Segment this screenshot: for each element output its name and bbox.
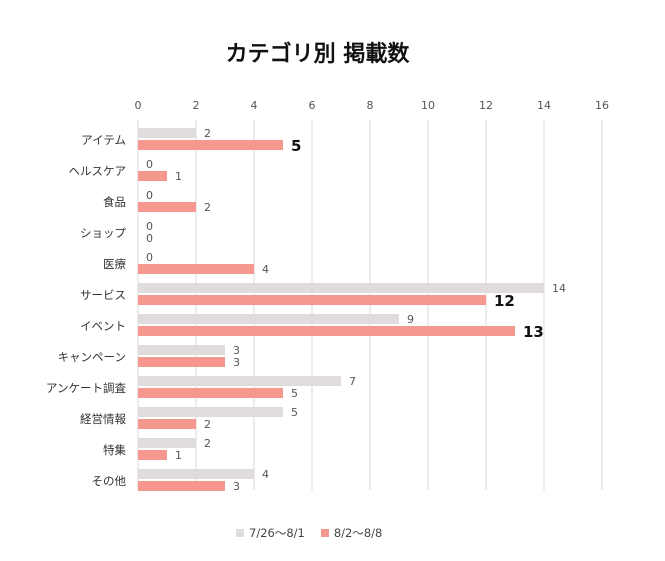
chart-title: カテゴリ別 掲載数: [225, 42, 410, 67]
data-label-series-2: 1: [175, 449, 182, 462]
x-tick-label-6: 6: [309, 99, 316, 112]
x-tick-label-4: 4: [251, 99, 258, 112]
legend: 7/26〜8/1 8/2〜8/8: [236, 525, 382, 541]
legend-swatch-series-2: [320, 529, 329, 537]
x-tick-label-12: 12: [479, 99, 493, 112]
x-tick-label-0: 0: [135, 99, 142, 112]
category-label: ヘルスケア: [69, 164, 127, 178]
data-label-series-2: 2: [204, 418, 211, 431]
bar-series-1: [138, 128, 196, 138]
legend-swatch-series-1: [236, 529, 244, 537]
data-label-series-1: 4: [262, 468, 269, 481]
category-label: 経営情報: [80, 412, 126, 426]
data-label-series-2: 1: [175, 170, 182, 183]
data-label-series-1: 0: [146, 189, 153, 202]
x-tick-label-10: 10: [421, 99, 435, 112]
category-label: アンケート調査: [46, 381, 127, 395]
bar-series-2: [138, 357, 225, 367]
data-label-series-1: 2: [204, 437, 211, 450]
data-label-series-2: 5: [291, 137, 301, 155]
data-label-series-2: 0: [146, 232, 153, 245]
category-label: 特集: [103, 443, 126, 457]
bar-series-2: [138, 264, 254, 274]
category-label: ショップ: [80, 226, 126, 240]
x-tick-label-2: 2: [193, 99, 200, 112]
bar-series-1: [138, 469, 254, 479]
bar-series-1: [138, 407, 283, 417]
bar-series-2: [138, 295, 486, 305]
data-label-series-1: 14: [552, 282, 566, 295]
bar-series-1: [138, 376, 341, 386]
x-tick-label-14: 14: [537, 99, 551, 112]
data-label-series-1: 3: [233, 344, 240, 357]
bar-series-2: [138, 481, 225, 491]
data-label-series-2: 12: [494, 292, 515, 310]
category-label: アイテム: [81, 133, 126, 147]
legend-item-series-2[interactable]: 8/2〜8/8: [320, 525, 383, 541]
category-label: 食品: [103, 195, 126, 209]
category-label: サービス: [80, 288, 126, 302]
bar-series-2: [138, 171, 167, 181]
x-tick-label-8: 8: [367, 99, 374, 112]
bar-series-2: [138, 419, 196, 429]
bar-series-1: [138, 345, 225, 355]
data-label-series-1: 5: [291, 406, 298, 419]
data-label-series-1: 0: [146, 220, 153, 233]
bar-series-2: [138, 140, 283, 150]
bar-series-2: [138, 326, 515, 336]
bar-series-1: [138, 283, 544, 293]
data-label-series-2: 2: [204, 201, 211, 214]
category-label: イベント: [80, 319, 126, 333]
data-label-series-1: 9: [407, 313, 414, 326]
data-label-series-2: 5: [291, 387, 298, 400]
data-label-series-1: 2: [204, 127, 211, 140]
bar-series-2: [138, 388, 283, 398]
data-label-series-2: 3: [233, 356, 240, 369]
bar-series-2: [138, 450, 167, 460]
legend-label-series-1: 7/26〜8/1: [249, 526, 305, 540]
data-label-series-2: 3: [233, 480, 240, 493]
data-label-series-2: 4: [262, 263, 269, 276]
data-label-series-1: 7: [349, 375, 356, 388]
category-label: キャンペーン: [58, 350, 126, 364]
data-label-series-1: 0: [146, 158, 153, 171]
legend-label-series-2: 8/2〜8/8: [333, 526, 383, 540]
category-label: その他: [92, 474, 127, 488]
legend-item-series-1[interactable]: 7/26〜8/1: [236, 525, 305, 541]
category-label: 医療: [103, 257, 126, 271]
x-tick-label-16: 16: [595, 99, 609, 112]
bar-series-1: [138, 314, 399, 324]
bar-series-1: [138, 438, 196, 448]
bar-series-2: [138, 202, 196, 212]
data-label-series-2: 13: [523, 323, 544, 341]
data-label-series-1: 0: [146, 251, 153, 264]
